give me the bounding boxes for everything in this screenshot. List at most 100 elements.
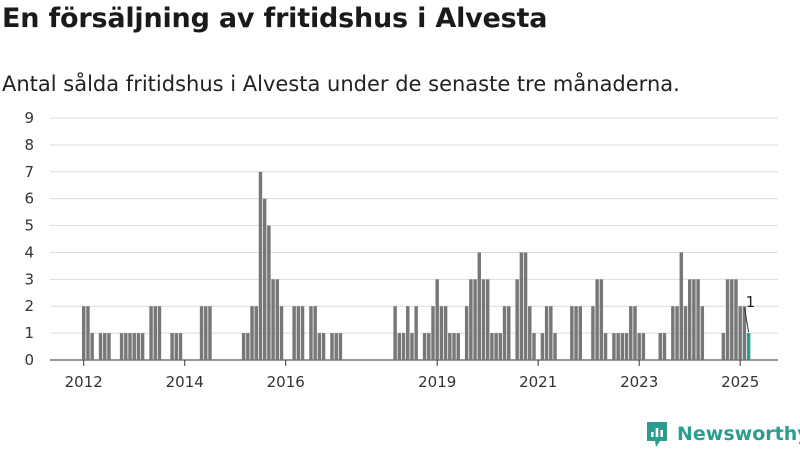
bar (574, 306, 578, 360)
bar (128, 333, 132, 360)
bars (82, 171, 751, 360)
bar (464, 306, 469, 360)
x-tick-label: 2012 (65, 373, 103, 391)
bar (633, 306, 637, 360)
bar (309, 306, 313, 360)
bar (267, 225, 271, 360)
annotation-line (744, 308, 750, 333)
annotation-label: 1 (746, 293, 756, 311)
bar (317, 333, 322, 360)
bar (250, 306, 254, 360)
bar (490, 333, 494, 360)
brand-name: Newsworthy (677, 423, 800, 445)
chart-title: En försäljning av fritidshus i Alvesta (2, 3, 548, 34)
bar (507, 306, 511, 360)
y-axis: 0 1 2 3 4 5 6 7 8 9 (24, 109, 34, 369)
bar (98, 333, 103, 360)
x-axis: 2012 2014 2016 2019 2021 2023 2025 (65, 360, 759, 391)
bar (473, 279, 477, 360)
bar (519, 252, 524, 360)
bar (721, 333, 726, 360)
bar (435, 279, 439, 360)
bar (528, 306, 532, 360)
bar (107, 333, 111, 360)
y-tick-label: 0 (24, 351, 34, 369)
bar (456, 333, 460, 360)
bar (515, 279, 519, 360)
bar (616, 333, 620, 360)
bar (683, 306, 688, 360)
bar (477, 252, 482, 360)
bar (149, 306, 153, 360)
bar (494, 333, 498, 360)
bar (738, 306, 742, 360)
bar (334, 333, 338, 360)
bar (292, 306, 296, 360)
bar (570, 306, 574, 360)
bar (170, 333, 174, 360)
bar (620, 333, 625, 360)
bar (279, 306, 284, 360)
chart-subtitle: Antal sålda fritidshus i Alvesta under d… (2, 72, 680, 96)
bar (696, 279, 700, 360)
newsworthy-logo-icon (647, 421, 667, 447)
x-tick-label: 2025 (721, 373, 759, 391)
bar (136, 333, 141, 360)
bar (157, 306, 162, 360)
bar (427, 333, 431, 360)
brand-logo[interactable]: Newsworthy (645, 420, 800, 448)
bar (246, 333, 250, 360)
bar (82, 306, 86, 360)
bar (271, 279, 275, 360)
bar (734, 279, 738, 360)
bar (103, 333, 107, 360)
bar (132, 333, 136, 360)
bar (629, 306, 633, 360)
y-tick-label: 4 (24, 243, 34, 261)
bar (338, 333, 343, 360)
bar (208, 306, 212, 360)
bar (140, 333, 145, 360)
bar (448, 333, 452, 360)
bar (591, 306, 595, 360)
bar (452, 333, 456, 360)
bar (687, 279, 692, 360)
bar-latest (746, 333, 751, 360)
bar (532, 333, 536, 360)
bar (254, 306, 258, 360)
bar (502, 306, 507, 360)
bar (313, 306, 317, 360)
bar (540, 333, 545, 360)
x-tick-label: 2016 (267, 373, 305, 391)
x-tick-label: 2019 (418, 373, 456, 391)
bar (401, 333, 406, 360)
bar (241, 333, 246, 360)
annotation: 1 (744, 293, 756, 333)
bar (662, 333, 667, 360)
bar (612, 333, 616, 360)
bar (431, 306, 435, 360)
bar (204, 306, 208, 360)
x-tick-label: 2023 (620, 373, 658, 391)
bar (603, 333, 608, 360)
bar (153, 306, 157, 360)
bar (658, 333, 662, 360)
bar (624, 333, 629, 360)
bar (439, 306, 444, 360)
bar (124, 333, 128, 360)
bar (262, 198, 267, 360)
bar (553, 333, 557, 360)
bar (422, 333, 427, 360)
y-tick-label: 8 (24, 136, 34, 154)
bar (578, 306, 582, 360)
bar (397, 333, 402, 360)
bar (725, 279, 730, 360)
bar (410, 333, 414, 360)
bar (414, 306, 418, 360)
y-tick-label: 1 (24, 324, 34, 342)
bar (671, 306, 675, 360)
bar (675, 306, 679, 360)
bar (544, 306, 549, 360)
bar (174, 333, 179, 360)
